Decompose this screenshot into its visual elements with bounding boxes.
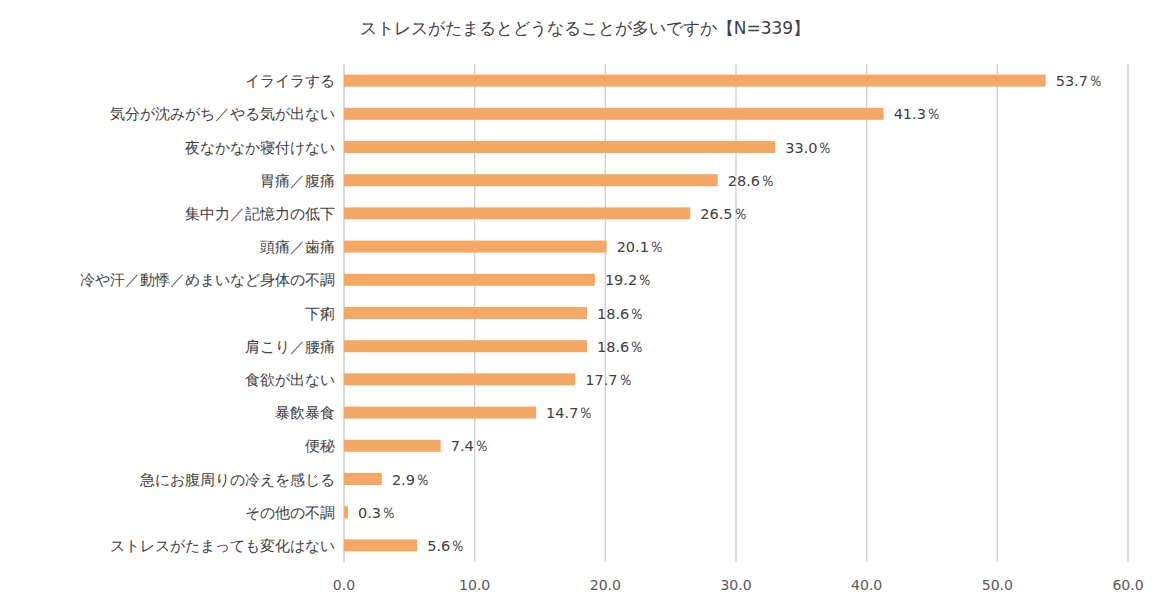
grid-line — [1127, 64, 1128, 562]
tick-label: 30.0 — [720, 577, 751, 593]
category-label: 暴飲暴食 — [275, 404, 335, 422]
data-label: 7.4％ — [451, 438, 489, 454]
category-label: 冷や汗／動悸／めまいなど身体の不調 — [80, 271, 335, 289]
data-label: 26.5％ — [700, 206, 747, 222]
category-label: 集中力／記憶力の低下 — [185, 205, 335, 223]
bar — [344, 307, 587, 319]
bar — [344, 473, 382, 485]
bar — [344, 340, 587, 352]
category-label: 夜なかなか寝付けない — [185, 139, 335, 157]
data-label: 19.2％ — [605, 272, 652, 288]
bar — [344, 506, 348, 518]
bar — [344, 373, 575, 385]
bar — [344, 407, 536, 419]
bar — [344, 141, 775, 153]
data-label: 18.6％ — [597, 306, 644, 322]
bar — [344, 207, 690, 219]
data-label: 0.3％ — [358, 505, 396, 521]
data-label: 14.7％ — [546, 405, 593, 421]
bar — [344, 108, 884, 120]
tick-label: 10.0 — [459, 577, 490, 593]
category-label: 食欲が出ない — [245, 371, 335, 389]
tick-label: 20.0 — [590, 577, 621, 593]
tick-label: 60.0 — [1112, 577, 1143, 593]
tick-label: 0.0 — [333, 577, 355, 593]
bar — [344, 174, 718, 186]
category-label: イライラする — [245, 72, 335, 90]
data-label: 17.7％ — [585, 372, 632, 388]
category-label: 便秘 — [305, 437, 335, 455]
category-label: 下痢 — [305, 305, 335, 323]
category-label: 胃痛／腹痛 — [260, 172, 335, 190]
bar — [344, 241, 607, 253]
data-label: 20.1％ — [617, 239, 664, 255]
grid-line — [735, 64, 736, 562]
category-label: 肩こり／腰痛 — [245, 338, 335, 356]
category-label: 急にお腹周りの冷えを感じる — [139, 471, 335, 489]
bar — [344, 75, 1046, 87]
grid — [344, 64, 1128, 562]
tick-label: 50.0 — [982, 577, 1013, 593]
bar — [344, 274, 595, 286]
data-label: 33.0％ — [785, 140, 832, 156]
chart: ストレスがたまるとどうなることが多いですか【N=339】 0.0 10.0 20.0 3… — [0, 0, 1171, 611]
category-label: 気分が沈みがち／やる気が出ない — [110, 105, 335, 123]
data-label: 53.7％ — [1056, 73, 1103, 89]
tick-label: 40.0 — [851, 577, 882, 593]
category-label: ストレスがたまっても変化はない — [110, 537, 335, 555]
data-label: 41.3％ — [894, 106, 941, 122]
data-label: 5.6％ — [427, 538, 465, 554]
data-label: 28.6％ — [728, 173, 775, 189]
category-label: その他の不調 — [245, 504, 335, 522]
bars — [344, 75, 1046, 552]
data-label: 2.9％ — [392, 472, 430, 488]
category-label: 頭痛／歯痛 — [260, 238, 335, 256]
grid-line — [866, 64, 867, 562]
bar — [344, 440, 441, 452]
bar — [344, 539, 417, 551]
grid-line — [997, 64, 998, 562]
title: ストレスがたまるとどうなることが多いですか【N=339】 — [360, 18, 810, 38]
data-label: 18.6％ — [597, 339, 644, 355]
